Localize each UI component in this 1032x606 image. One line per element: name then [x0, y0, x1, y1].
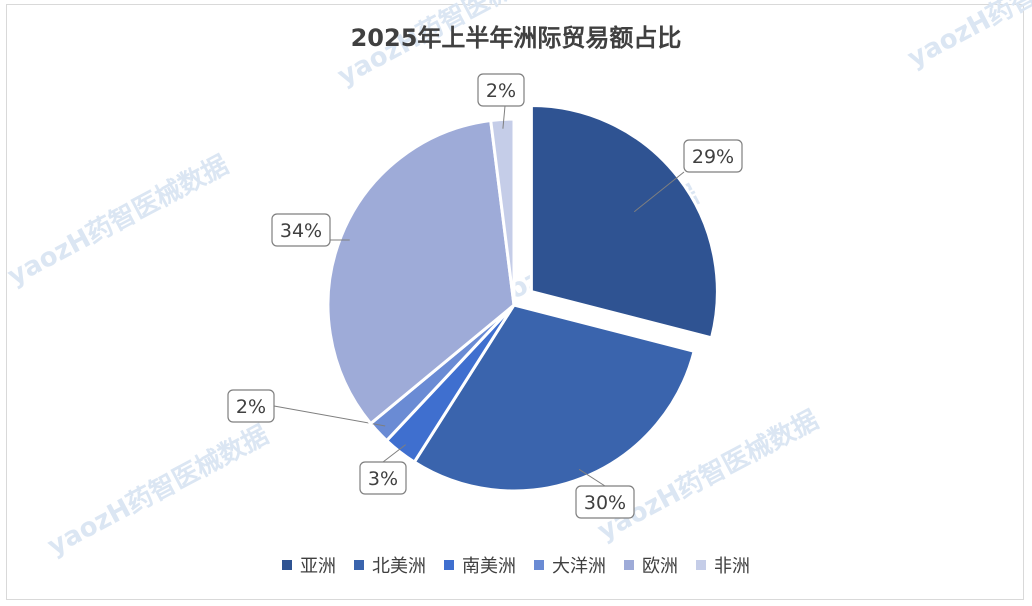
pie-slice-2 — [412, 303, 696, 493]
data-label-1: 29% — [692, 146, 734, 168]
data-label-box-2 — [575, 485, 635, 519]
data-label-box-1 — [683, 139, 743, 173]
legend-item-5: 欧洲 — [624, 552, 678, 578]
pie-slice-5 — [326, 118, 516, 426]
callout-line-4 — [273, 405, 386, 427]
callout-line-1 — [633, 171, 685, 213]
legend-item-6: 非洲 — [696, 552, 750, 578]
callout-line-2 — [578, 468, 606, 487]
legend-item-1: 亚洲 — [282, 552, 336, 578]
data-label-box-3 — [359, 461, 407, 495]
data-label-6: 2% — [486, 80, 516, 102]
chart-title: 2025年上半年洲际贸易额占比 — [350, 24, 682, 52]
data-label-box-6 — [477, 73, 525, 107]
callout-line-6 — [502, 105, 506, 129]
legend-swatch-4 — [534, 560, 544, 570]
legend-swatch-1 — [282, 560, 292, 570]
legend-label-1: 亚洲 — [300, 556, 336, 577]
data-label-box-5 — [271, 213, 331, 247]
pie-slice-6 — [489, 117, 516, 306]
data-label-4: 2% — [236, 396, 266, 418]
legend-label-6: 非洲 — [714, 556, 750, 577]
data-label-3: 3% — [368, 468, 398, 490]
pie-slice-1 — [529, 104, 719, 340]
legend-swatch-3 — [444, 560, 454, 570]
legend-swatch-6 — [696, 560, 706, 570]
legend-label-3: 南美洲 — [462, 556, 516, 577]
legend-label-4: 大洋洲 — [552, 556, 606, 577]
data-label-2: 30% — [584, 492, 626, 514]
callout-line-3 — [382, 444, 407, 463]
legend-item-3: 南美洲 — [444, 552, 516, 578]
legend-item-2: 北美洲 — [354, 552, 426, 578]
data-label-5: 34% — [280, 220, 322, 242]
legend: 亚洲 北美洲 南美洲 大洋洲 欧洲 非洲 — [0, 552, 1032, 578]
legend-label-2: 北美洲 — [372, 556, 426, 577]
data-label-box-4 — [227, 389, 275, 423]
legend-item-4: 大洋洲 — [534, 552, 606, 578]
legend-swatch-5 — [624, 560, 634, 570]
legend-label-5: 欧洲 — [642, 556, 678, 577]
legend-swatch-2 — [354, 560, 364, 570]
